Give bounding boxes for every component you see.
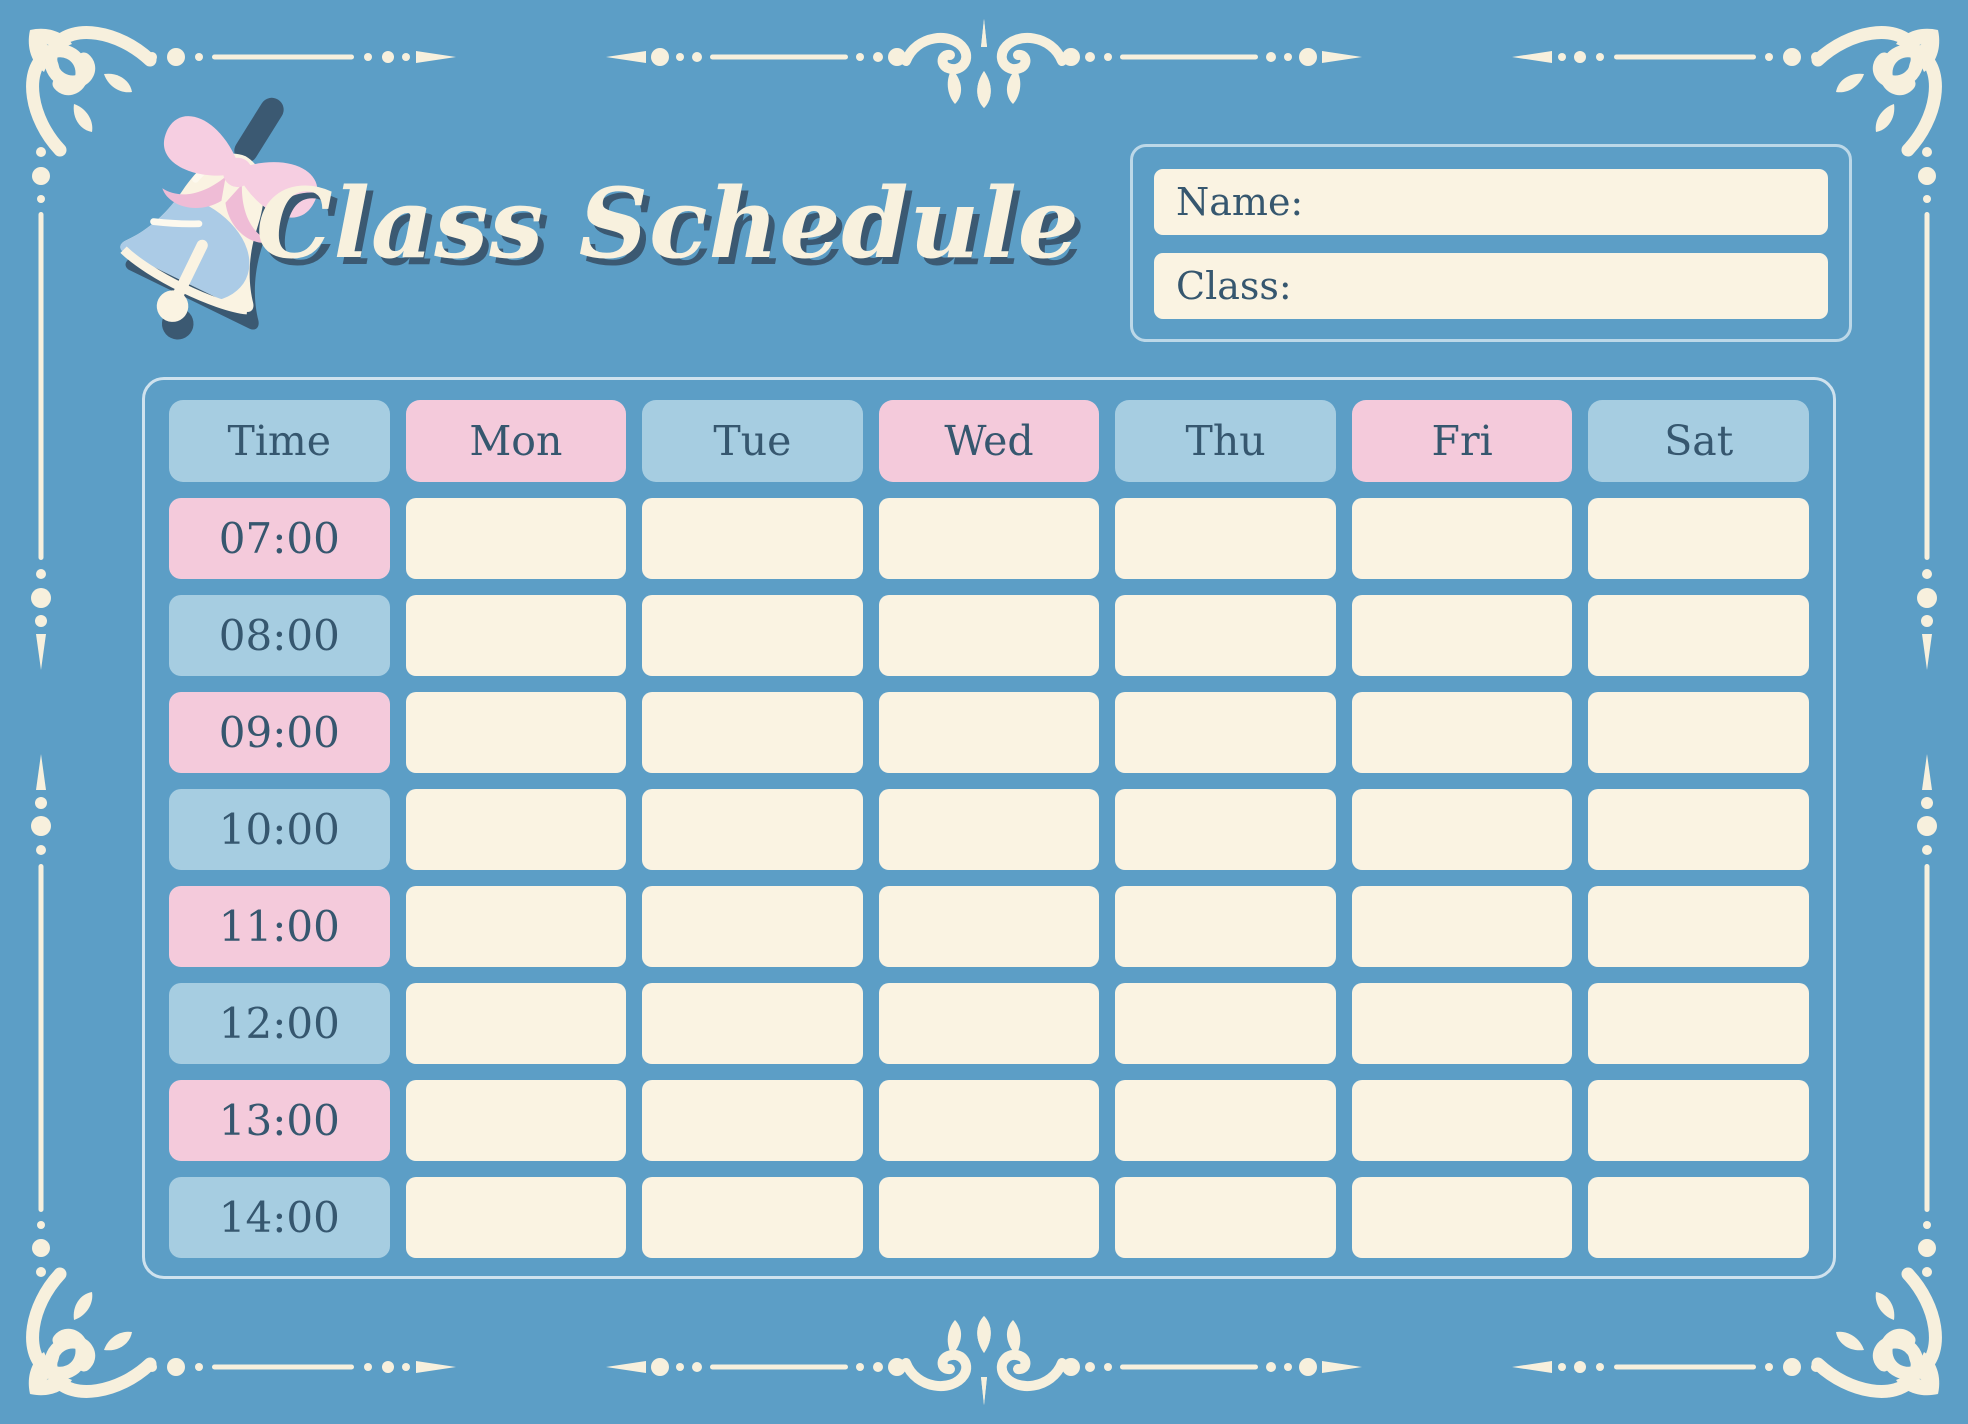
slot-thu-1100[interactable] — [1115, 886, 1336, 967]
slot-tue-1000[interactable] — [642, 789, 863, 870]
name-field[interactable]: Name: — [1154, 169, 1828, 235]
slot-mon-0700[interactable] — [405, 498, 627, 579]
slot-thu-0700[interactable] — [1115, 498, 1336, 579]
slot-thu-1400[interactable] — [1115, 1177, 1336, 1258]
slot-wed-0800[interactable] — [878, 595, 1100, 676]
slot-mon-1200[interactable] — [405, 983, 627, 1064]
slot-thu-1200[interactable] — [1115, 983, 1336, 1064]
schedule-grid: Time Mon Tue Wed Thu Fri Sat 07:00 08:00 09:00 10:… — [169, 400, 1809, 1258]
slot-mon-1300[interactable] — [405, 1080, 627, 1161]
time-label-0800: 08:00 — [169, 595, 390, 676]
slot-sat-0900[interactable] — [1588, 692, 1809, 773]
slot-tue-0700[interactable] — [642, 498, 863, 579]
slot-wed-1200[interactable] — [878, 983, 1100, 1064]
slot-tue-0900[interactable] — [642, 692, 863, 773]
slot-mon-1000[interactable] — [405, 789, 627, 870]
slot-fri-0700[interactable] — [1351, 498, 1573, 579]
time-label-1400: 14:00 — [169, 1177, 390, 1258]
column-header-thu: Thu — [1115, 400, 1336, 482]
time-label-1000: 10:00 — [169, 789, 390, 870]
slot-wed-1300[interactable] — [878, 1080, 1100, 1161]
slot-sat-0800[interactable] — [1588, 595, 1809, 676]
slot-tue-0800[interactable] — [642, 595, 863, 676]
slot-wed-1000[interactable] — [878, 789, 1100, 870]
class-label: Class: — [1176, 264, 1292, 308]
slot-sat-1400[interactable] — [1588, 1177, 1809, 1258]
slot-fri-1400[interactable] — [1351, 1177, 1573, 1258]
column-header-sat: Sat — [1588, 400, 1809, 482]
name-label: Name: — [1176, 180, 1304, 224]
slot-thu-0900[interactable] — [1115, 692, 1336, 773]
slot-wed-0900[interactable] — [878, 692, 1100, 773]
slot-tue-1200[interactable] — [642, 983, 863, 1064]
slot-thu-1000[interactable] — [1115, 789, 1336, 870]
bell-with-bow-icon — [118, 97, 318, 340]
column-header-time: Time — [169, 400, 390, 482]
column-header-tue: Tue — [642, 400, 863, 482]
slot-sat-1000[interactable] — [1588, 789, 1809, 870]
slot-fri-1200[interactable] — [1351, 983, 1573, 1064]
slot-mon-1100[interactable] — [405, 886, 627, 967]
info-box: Name: Class: — [1130, 144, 1852, 342]
slot-fri-0900[interactable] — [1351, 692, 1573, 773]
slot-fri-1100[interactable] — [1351, 886, 1573, 967]
time-label-1100: 11:00 — [169, 886, 390, 967]
time-label-1200: 12:00 — [169, 983, 390, 1064]
slot-sat-1100[interactable] — [1588, 886, 1809, 967]
slot-wed-1100[interactable] — [878, 886, 1100, 967]
page-title: Class Schedule — [256, 166, 1080, 280]
slot-tue-1400[interactable] — [642, 1177, 863, 1258]
slot-sat-1300[interactable] — [1588, 1080, 1809, 1161]
schedule-table-card: Time Mon Tue Wed Thu Fri Sat 07:00 08:00 09:00 10:… — [142, 377, 1836, 1279]
slot-sat-0700[interactable] — [1588, 498, 1809, 579]
slot-fri-0800[interactable] — [1351, 595, 1573, 676]
slot-fri-1000[interactable] — [1351, 789, 1573, 870]
slot-mon-1400[interactable] — [405, 1177, 627, 1258]
time-label-0700: 07:00 — [169, 498, 390, 579]
column-header-fri: Fri — [1351, 400, 1573, 482]
slot-mon-0900[interactable] — [405, 692, 627, 773]
column-header-mon: Mon — [405, 400, 627, 482]
slot-tue-1300[interactable] — [642, 1080, 863, 1161]
slot-thu-0800[interactable] — [1115, 595, 1336, 676]
slot-wed-0700[interactable] — [878, 498, 1100, 579]
slot-tue-1100[interactable] — [642, 886, 863, 967]
title-block: Class Schedule — [256, 138, 1079, 308]
time-label-0900: 09:00 — [169, 692, 390, 773]
column-header-wed: Wed — [878, 400, 1100, 482]
slot-sat-1200[interactable] — [1588, 983, 1809, 1064]
slot-wed-1400[interactable] — [878, 1177, 1100, 1258]
class-field[interactable]: Class: — [1154, 253, 1828, 319]
slot-fri-1300[interactable] — [1351, 1080, 1573, 1161]
slot-thu-1300[interactable] — [1115, 1080, 1336, 1161]
time-label-1300: 13:00 — [169, 1080, 390, 1161]
slot-mon-0800[interactable] — [405, 595, 627, 676]
